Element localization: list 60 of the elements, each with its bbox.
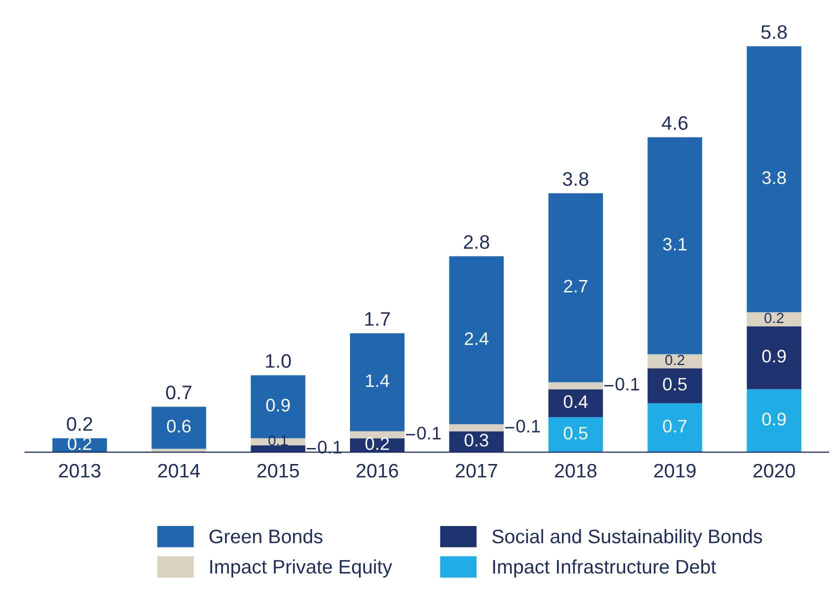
- bar: [746, 389, 802, 452]
- data-label: 0.5: [663, 378, 687, 391]
- x-tick-label: 2018: [555, 464, 596, 478]
- total-label: 0.2: [66, 417, 92, 431]
- bar: [449, 256, 504, 424]
- total-label: 1.0: [266, 354, 291, 368]
- total-label: 3.8: [562, 172, 588, 186]
- x-tick-label: 2013: [59, 464, 100, 478]
- data-label: 3.1: [663, 238, 687, 251]
- data-label: 0.9: [762, 350, 786, 363]
- data-label: 0.1: [417, 426, 441, 440]
- total-label: 4.6: [662, 116, 688, 130]
- data-label: 1.4: [366, 374, 390, 387]
- x-tick-label: 2016: [356, 464, 398, 478]
- bar: [648, 368, 702, 404]
- data-label: 2.7: [564, 280, 588, 292]
- legend-label: Impact Infrastructure Debt: [493, 559, 716, 578]
- data-label: 2.4: [464, 332, 488, 345]
- data-label: 0.1: [268, 435, 288, 446]
- x-tick-label: 2015: [257, 464, 299, 478]
- data-label: 0.1: [516, 420, 540, 433]
- total-label: 1.7: [365, 312, 390, 326]
- data-label: 3.8: [762, 171, 786, 184]
- data-label: 0.4: [564, 395, 588, 408]
- bar: [350, 333, 405, 432]
- bar: [548, 389, 603, 418]
- data-label: 0.6: [167, 420, 191, 433]
- x-tick-label: 2017: [456, 464, 498, 478]
- x-tick-label: 2020: [753, 464, 795, 478]
- bar: [449, 431, 504, 452]
- total-label: 0.7: [166, 386, 192, 400]
- bar: [350, 431, 405, 438]
- total-label: 2.8: [464, 235, 490, 249]
- x-tick-label: 2019: [654, 464, 696, 478]
- bar: [648, 354, 702, 368]
- bar: [746, 312, 802, 326]
- bar: [746, 326, 802, 390]
- data-label: 0.2: [665, 354, 684, 366]
- bar: [250, 445, 306, 452]
- bar: [449, 424, 504, 432]
- bar: [648, 137, 702, 354]
- total-label: 5.8: [761, 25, 787, 39]
- data-label: 0.7: [663, 420, 687, 433]
- data-label: 0.2: [764, 312, 784, 324]
- data-label: 0.3: [464, 434, 488, 447]
- bar: [548, 382, 603, 390]
- x-tick-label: 2014: [158, 464, 200, 478]
- data-label: 0.5: [564, 426, 588, 440]
- bar: [548, 417, 603, 452]
- bar: [746, 46, 802, 312]
- legend-label: Green Bonds: [210, 529, 322, 544]
- bar: [152, 406, 206, 449]
- data-label: 0.9: [266, 398, 290, 412]
- data-label: 0.2: [365, 437, 389, 450]
- legend-label: Social and Sustainability Bonds: [492, 529, 762, 548]
- data-label: 0.1: [616, 378, 640, 391]
- bar: [548, 193, 603, 382]
- legend-label: Impact Private Equity: [210, 559, 392, 578]
- data-label: 0.9: [762, 412, 786, 426]
- bar: [648, 403, 702, 452]
